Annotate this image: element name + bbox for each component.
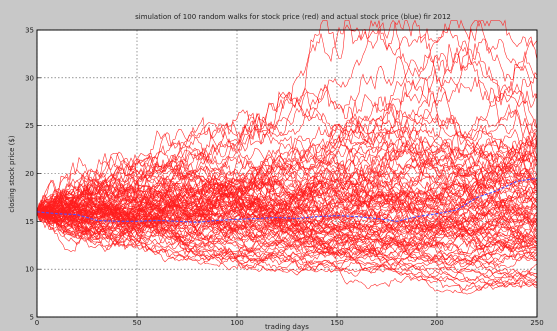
- simulated-walk-line: [36, 205, 538, 287]
- simulated-walk-line: [36, 40, 538, 221]
- simulated-walk-line: [36, 209, 538, 285]
- simulated-walk-line: [36, 186, 538, 264]
- simulated-walk-line: [36, 43, 538, 212]
- simulated-walk-line: [36, 93, 538, 218]
- simulated-walk-line: [36, 160, 538, 238]
- y-tick-label: 25: [25, 122, 34, 130]
- simulated-walk-line: [36, 133, 538, 219]
- simulated-walk-line: [36, 188, 538, 275]
- simulated-walk-line: [36, 177, 538, 269]
- simulated-walk-line: [36, 192, 538, 251]
- x-tick-label: 250: [530, 319, 543, 327]
- simulated-walk-line: [36, 202, 538, 259]
- x-tick-label: 150: [330, 319, 343, 327]
- simulated-walk-line: [36, 209, 538, 287]
- simulated-walk-line: [36, 150, 538, 222]
- y-tick-label: 5: [30, 314, 34, 322]
- y-tick-label: 10: [25, 266, 34, 274]
- y-axis-label: closing stock price ($): [8, 135, 16, 212]
- simulated-walk-line: [36, 151, 538, 246]
- actual-price-line: [36, 177, 538, 223]
- simulated-walk-line: [36, 203, 538, 294]
- simulated-walk-line: [36, 152, 538, 239]
- simulated-walk-line: [36, 90, 538, 214]
- simulated-walk-line: [36, 208, 538, 282]
- simulated-walk-line: [36, 158, 538, 268]
- y-tick-label: 35: [25, 27, 34, 35]
- simulated-walk-line: [36, 163, 538, 229]
- simulated-walk-line: [36, 199, 538, 286]
- x-axis-label: trading days: [265, 323, 309, 331]
- simulated-walk-line: [36, 209, 538, 263]
- chart-title: simulation of 100 random walks for stock…: [135, 13, 451, 21]
- y-tick-label: 15: [25, 218, 34, 226]
- simulated-walk-line: [36, 150, 538, 228]
- simulated-walk-line: [36, 199, 538, 240]
- simulated-walk-line: [36, 198, 538, 253]
- x-tick-label: 0: [35, 319, 39, 327]
- simulated-walk-line: [36, 111, 538, 222]
- simulated-walk-line: [36, 138, 538, 230]
- y-tick-label: 30: [25, 74, 34, 82]
- simulated-walk-line: [36, 172, 538, 256]
- simulated-walk-line: [36, 186, 538, 249]
- x-tick-label: 50: [133, 319, 142, 327]
- actual-price-series: [36, 177, 538, 223]
- simulated-walk-line: [36, 160, 538, 248]
- x-tick-label: 200: [430, 319, 443, 327]
- x-tick-label: 100: [230, 319, 243, 327]
- simulated-walk-line: [36, 208, 538, 283]
- simulated-walk-line: [36, 20, 538, 223]
- simulated-walk-line: [36, 177, 538, 258]
- simulated-walk-line: [37, 20, 538, 213]
- simulated-walk-line: [36, 156, 538, 295]
- x-axis-ticks: 0 50 100 150 200 250: [35, 313, 544, 327]
- simulated-walk-line: [36, 176, 538, 255]
- y-tick-label: 20: [25, 170, 34, 178]
- simulated-walk-line: [36, 140, 538, 226]
- simulated-walk-line: [36, 125, 538, 221]
- simulated-walks: [36, 19, 538, 295]
- y-axis-ticks: 5 10 15 20 25 30 35: [25, 27, 41, 322]
- simulated-walk-line: [36, 177, 538, 233]
